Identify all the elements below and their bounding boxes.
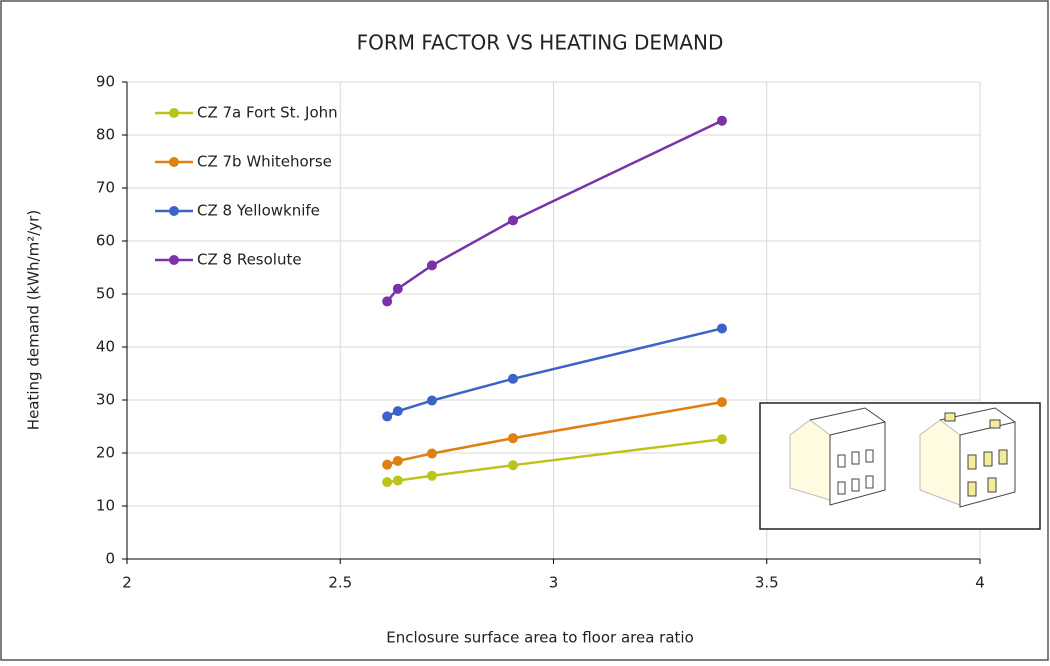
chart-title: FORM FACTOR VS HEATING DEMAND xyxy=(357,31,724,55)
legend-marker xyxy=(169,108,179,118)
chart: FORM FACTOR VS HEATING DEMAND Enclosure … xyxy=(0,0,1050,662)
y-tick-label: 30 xyxy=(96,391,115,409)
data-point xyxy=(717,434,727,444)
y-tick-label: 40 xyxy=(96,338,115,356)
data-point xyxy=(508,374,518,384)
legend-label: CZ 7a Fort St. John xyxy=(197,104,338,122)
chart-border xyxy=(1,1,1048,660)
y-tick-label: 80 xyxy=(96,126,115,144)
data-point xyxy=(508,215,518,225)
data-point xyxy=(393,406,403,416)
data-point xyxy=(427,449,437,459)
inset-image xyxy=(760,403,1040,529)
data-point xyxy=(382,477,392,487)
data-point xyxy=(717,397,727,407)
x-axis-label: Enclosure surface area to floor area rat… xyxy=(386,629,694,647)
data-point xyxy=(382,460,392,470)
x-tick-label: 3 xyxy=(549,574,559,592)
data-point xyxy=(427,396,437,406)
data-point xyxy=(382,411,392,421)
data-point xyxy=(382,296,392,306)
legend-label: CZ 7b Whitehorse xyxy=(197,153,332,171)
data-point xyxy=(393,284,403,294)
data-point xyxy=(393,476,403,486)
y-tick-label: 70 xyxy=(96,179,115,197)
data-point xyxy=(508,433,518,443)
legend-label: CZ 8 Resolute xyxy=(197,251,302,269)
y-tick-label: 0 xyxy=(105,550,115,568)
legend-marker xyxy=(169,206,179,216)
legend-marker xyxy=(169,157,179,167)
x-tick-label: 4 xyxy=(975,574,985,592)
data-point xyxy=(508,460,518,470)
x-tick-label: 2 xyxy=(122,574,132,592)
y-tick-label: 60 xyxy=(96,232,115,250)
data-point xyxy=(427,260,437,270)
x-tick-label: 2.5 xyxy=(328,574,352,592)
data-point xyxy=(427,471,437,481)
data-point xyxy=(717,323,727,333)
data-point xyxy=(393,456,403,466)
legend-marker xyxy=(169,255,179,265)
x-tick-label: 3.5 xyxy=(755,574,779,592)
y-tick-label: 90 xyxy=(96,73,115,91)
y-axis-label: Heating demand (kWh/m²/yr) xyxy=(25,210,43,430)
y-tick-label: 50 xyxy=(96,285,115,303)
y-tick-label: 10 xyxy=(96,497,115,515)
data-point xyxy=(717,116,727,126)
legend-label: CZ 8 Yellowknife xyxy=(197,202,320,220)
y-tick-label: 20 xyxy=(96,444,115,462)
